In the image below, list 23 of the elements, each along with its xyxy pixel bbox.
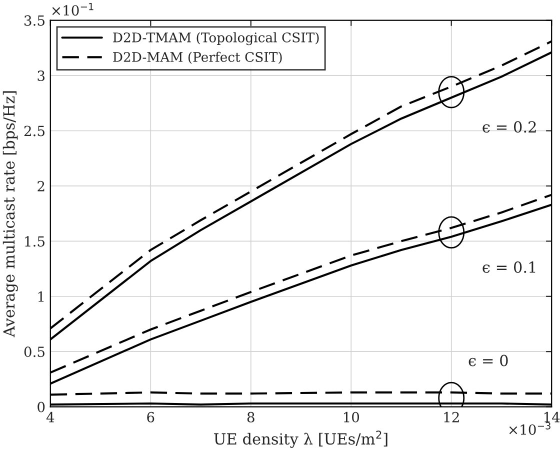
legend-label: D2D-MAM (Perfect CSIT)	[113, 52, 282, 64]
y-tick-label: 0	[38, 402, 45, 412]
x-tick-label: 10	[344, 412, 360, 422]
y-tick-label: 3.5	[24, 15, 44, 26]
annotation: ϵ = 0	[468, 354, 508, 366]
y-tick-label: 0.5	[24, 346, 44, 358]
annotation: ϵ = 0.1	[482, 261, 536, 273]
legend-label: D2D-TMAM (Topological CSIT)	[113, 32, 319, 46]
y-tick-label: 1	[38, 291, 44, 302]
y-tick-label: 3	[38, 70, 45, 82]
text: ×10$^{−1}$	[52, 3, 94, 16]
x-axis-title: UE density λ [UEs/m$^{2}$]	[214, 430, 388, 448]
annotation: ϵ = 0.2	[482, 121, 536, 133]
x-tick-label: 4	[46, 412, 54, 422]
y-tick-label: 2	[38, 180, 44, 192]
x-tick-label: 12	[444, 412, 459, 422]
y-tick-label: 1.5	[25, 236, 44, 247]
x-tick-label: 6	[147, 412, 154, 422]
x-tick-label: 14	[544, 412, 560, 422]
x-tick-label: 8	[247, 412, 254, 422]
text: ×10$^{−3}$	[509, 422, 550, 435]
y-tick-label: 2.5	[24, 126, 44, 136]
y-axis-title: Average multicast rate [bps/Hz]	[2, 91, 18, 338]
